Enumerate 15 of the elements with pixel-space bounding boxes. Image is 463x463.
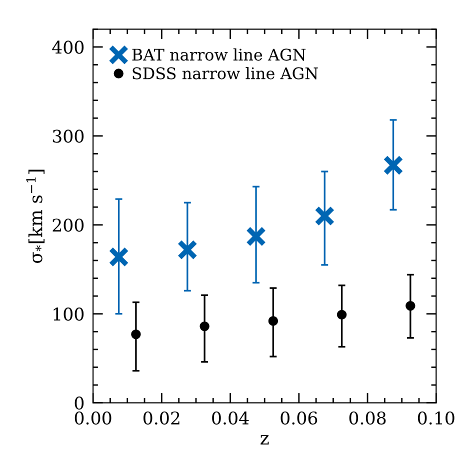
x-tick-label: 0.10 <box>418 411 454 425</box>
legend-label: SDSS narrow line AGN <box>132 66 318 80</box>
x-tick-label: 0.00 <box>74 411 112 425</box>
y-tick-label: 100 <box>54 308 84 321</box>
y-tick-label: 400 <box>52 40 84 54</box>
x-axis-title: z <box>260 435 269 444</box>
y-axis-title: σ$_{*}$[km s$^{−1}$] <box>26 170 45 264</box>
x-tick-label: 0.08 <box>349 411 386 425</box>
x-tick-label: 0.06 <box>280 411 318 425</box>
y-tick-label: 0 <box>74 396 84 410</box>
y-tick-label: 200 <box>52 218 84 232</box>
x-tick-label: 0.02 <box>143 411 180 425</box>
legend-label: BAT narrow line AGN <box>132 48 306 61</box>
x-tick-label: 0.04 <box>212 411 249 425</box>
y-tick-label: 300 <box>52 130 84 143</box>
